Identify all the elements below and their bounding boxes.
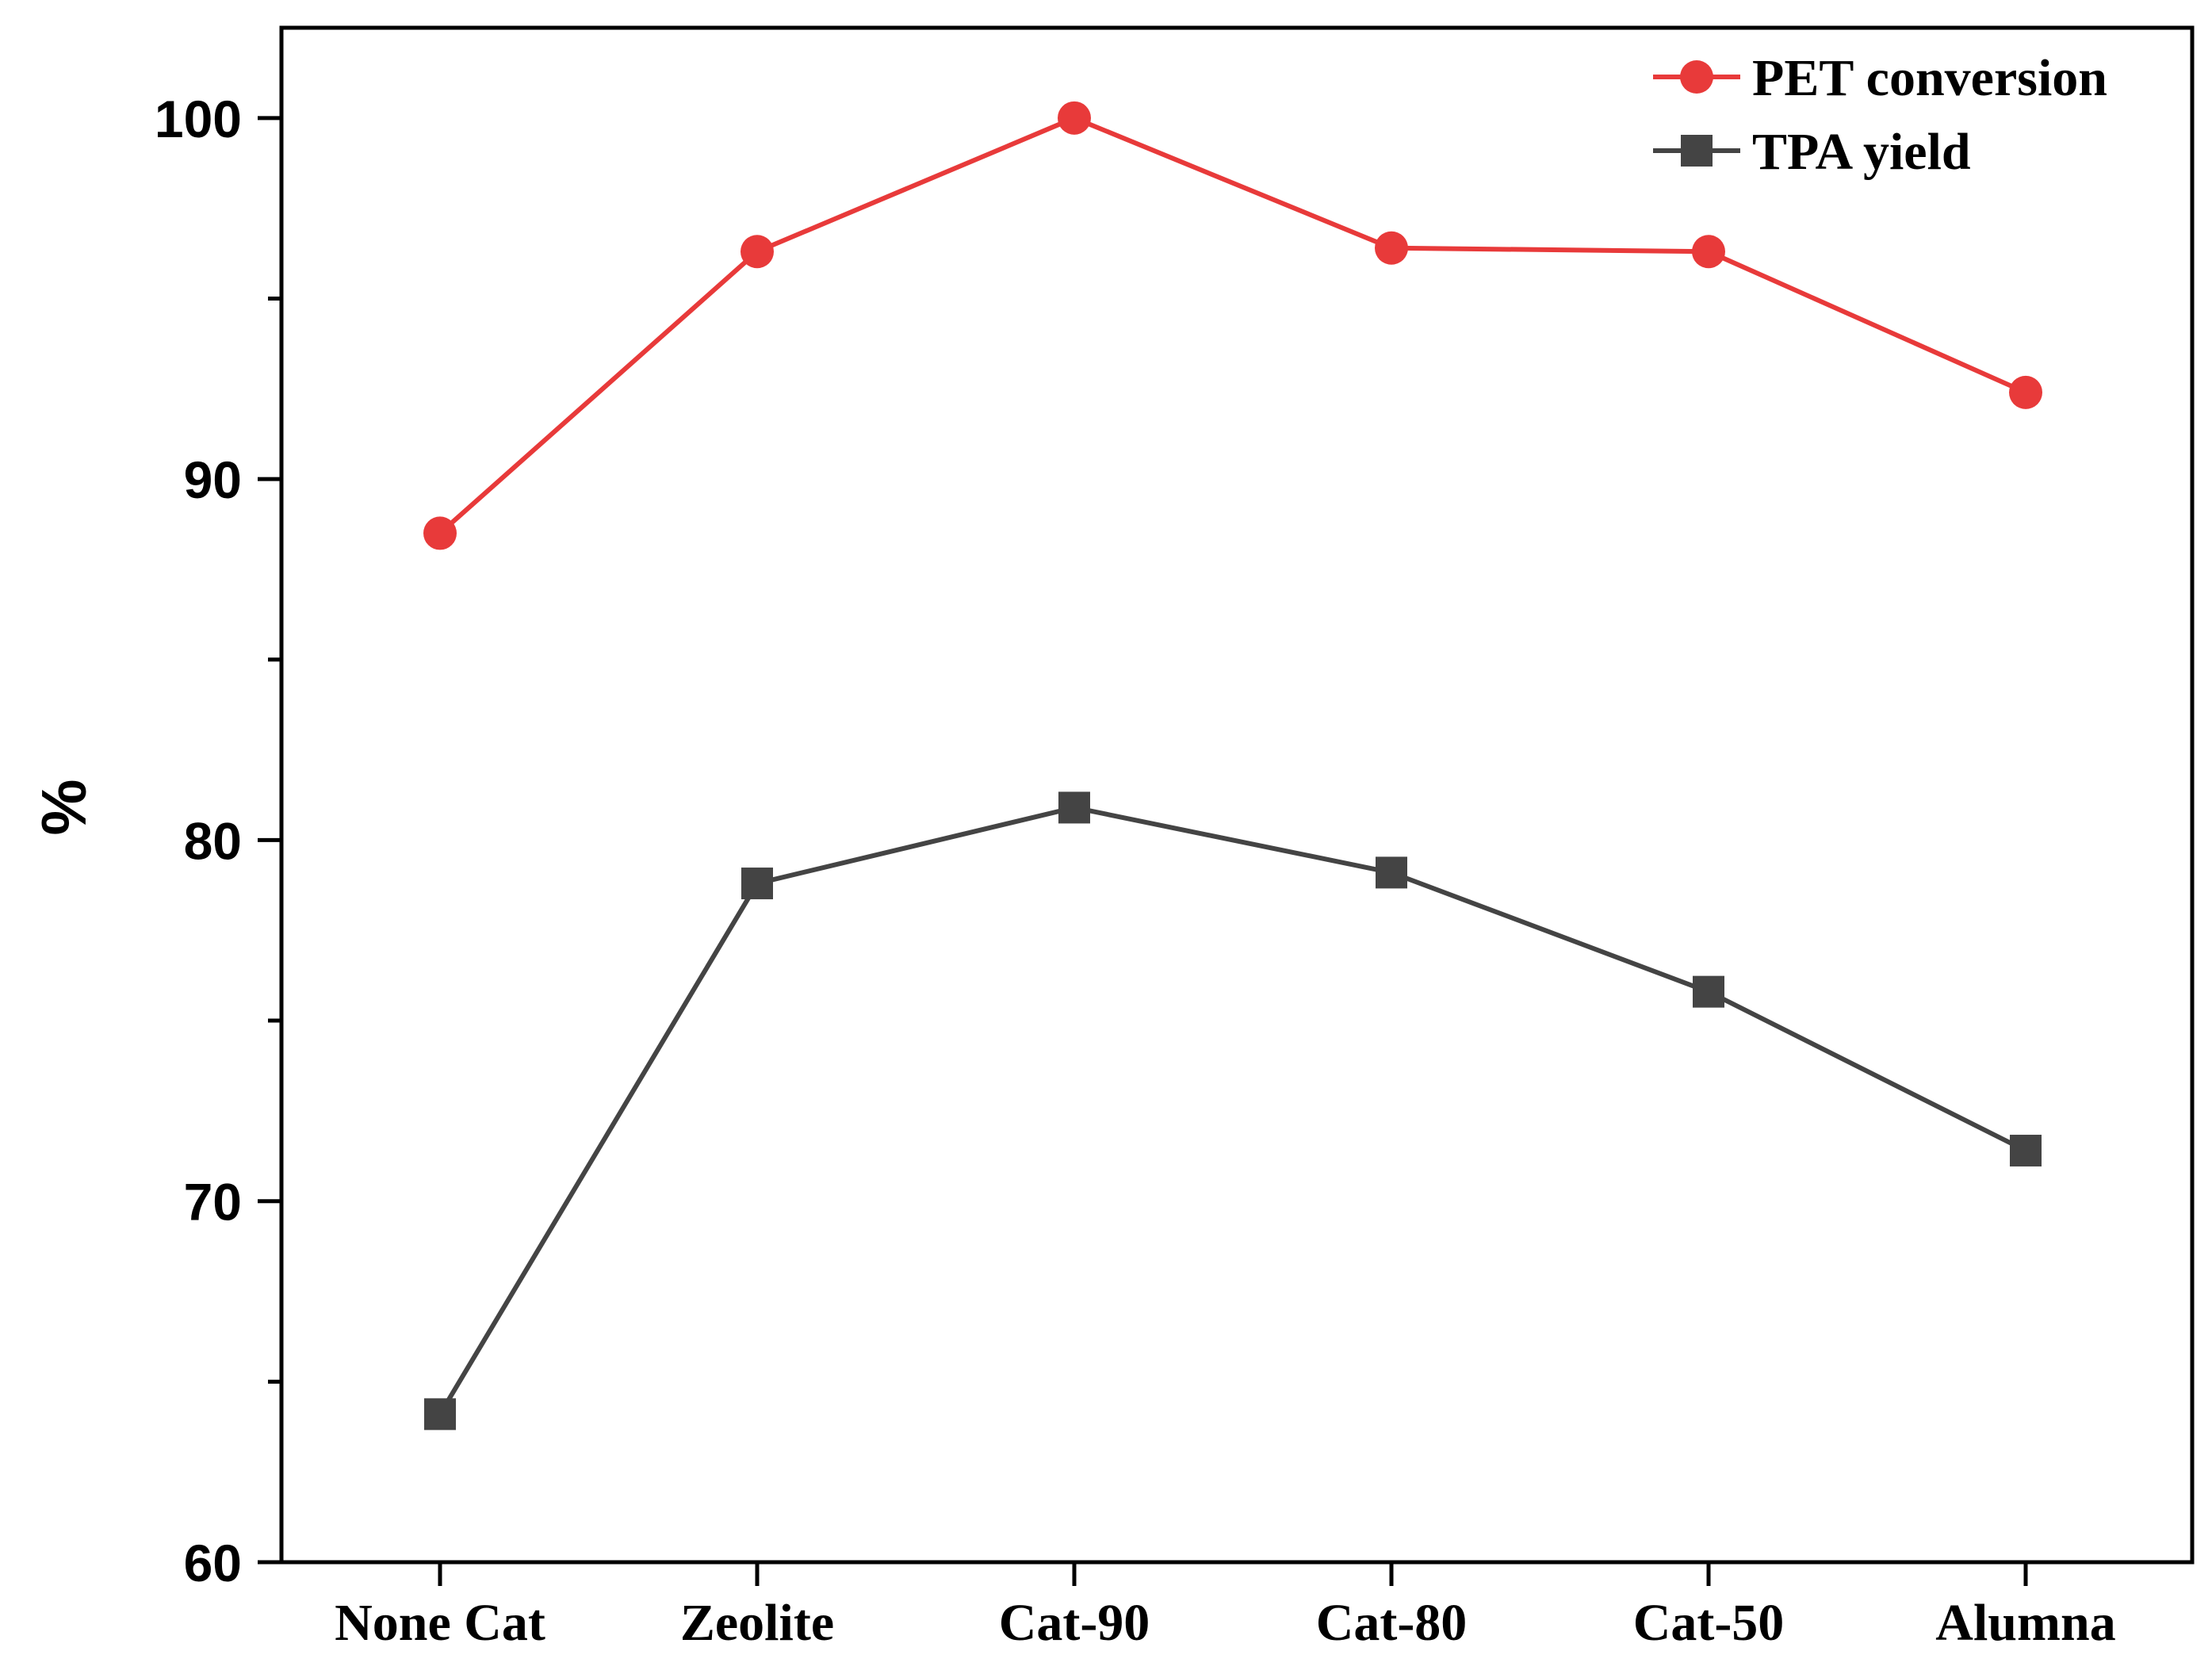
legend-marker-circle xyxy=(1680,60,1713,94)
series-tpa-yield xyxy=(424,791,2042,1431)
x-tick-label: Alumna xyxy=(1935,1594,2115,1652)
data-point-square xyxy=(1058,791,1090,824)
legend-item: PET conversion xyxy=(1653,49,2107,107)
data-point-circle xyxy=(423,516,457,550)
data-point-square xyxy=(741,868,773,900)
series-pet-conversion xyxy=(423,101,2042,550)
legend-label: PET conversion xyxy=(1752,49,2107,107)
data-point-square xyxy=(1693,975,1724,1008)
legend-marker-square xyxy=(1681,135,1713,167)
legend-label: TPA yield xyxy=(1752,123,1971,181)
data-point-circle xyxy=(2009,375,2042,409)
series-line xyxy=(438,805,2027,1415)
x-tick-label: Cat-90 xyxy=(999,1594,1150,1652)
y-axis-title: % xyxy=(29,779,99,835)
y-tick-label: 80 xyxy=(184,811,242,870)
x-tick-label: Cat-80 xyxy=(1316,1594,1468,1652)
y-tick-label: 60 xyxy=(184,1534,242,1592)
data-point-square xyxy=(2010,1134,2042,1166)
series-line xyxy=(438,115,2027,535)
legend: PET conversion TPA yield xyxy=(1653,49,2107,181)
x-tick-label: Zeolite xyxy=(680,1594,834,1652)
x-tick-label: None Cat xyxy=(335,1594,545,1652)
y-axis: 60 70 80 90 100 xyxy=(155,90,281,1592)
legend-item: TPA yield xyxy=(1653,123,1971,181)
plot-frame xyxy=(279,25,2195,1565)
series-layer xyxy=(423,101,2042,1431)
data-point-circle xyxy=(1692,235,1725,269)
data-point-square xyxy=(1376,856,1407,889)
data-point-circle xyxy=(1058,101,1091,135)
y-tick-label: 100 xyxy=(155,90,242,148)
x-axis: None Cat Zeolite Cat-90 Cat-80 Cat-50 Alumna xyxy=(335,1562,2116,1652)
y-tick-label: 90 xyxy=(184,450,242,509)
x-tick-label: Cat-50 xyxy=(1633,1594,1785,1652)
data-point-circle xyxy=(741,235,774,269)
y-tick-label: 70 xyxy=(184,1173,242,1232)
data-point-square xyxy=(424,1398,456,1431)
data-point-circle xyxy=(1375,231,1408,265)
